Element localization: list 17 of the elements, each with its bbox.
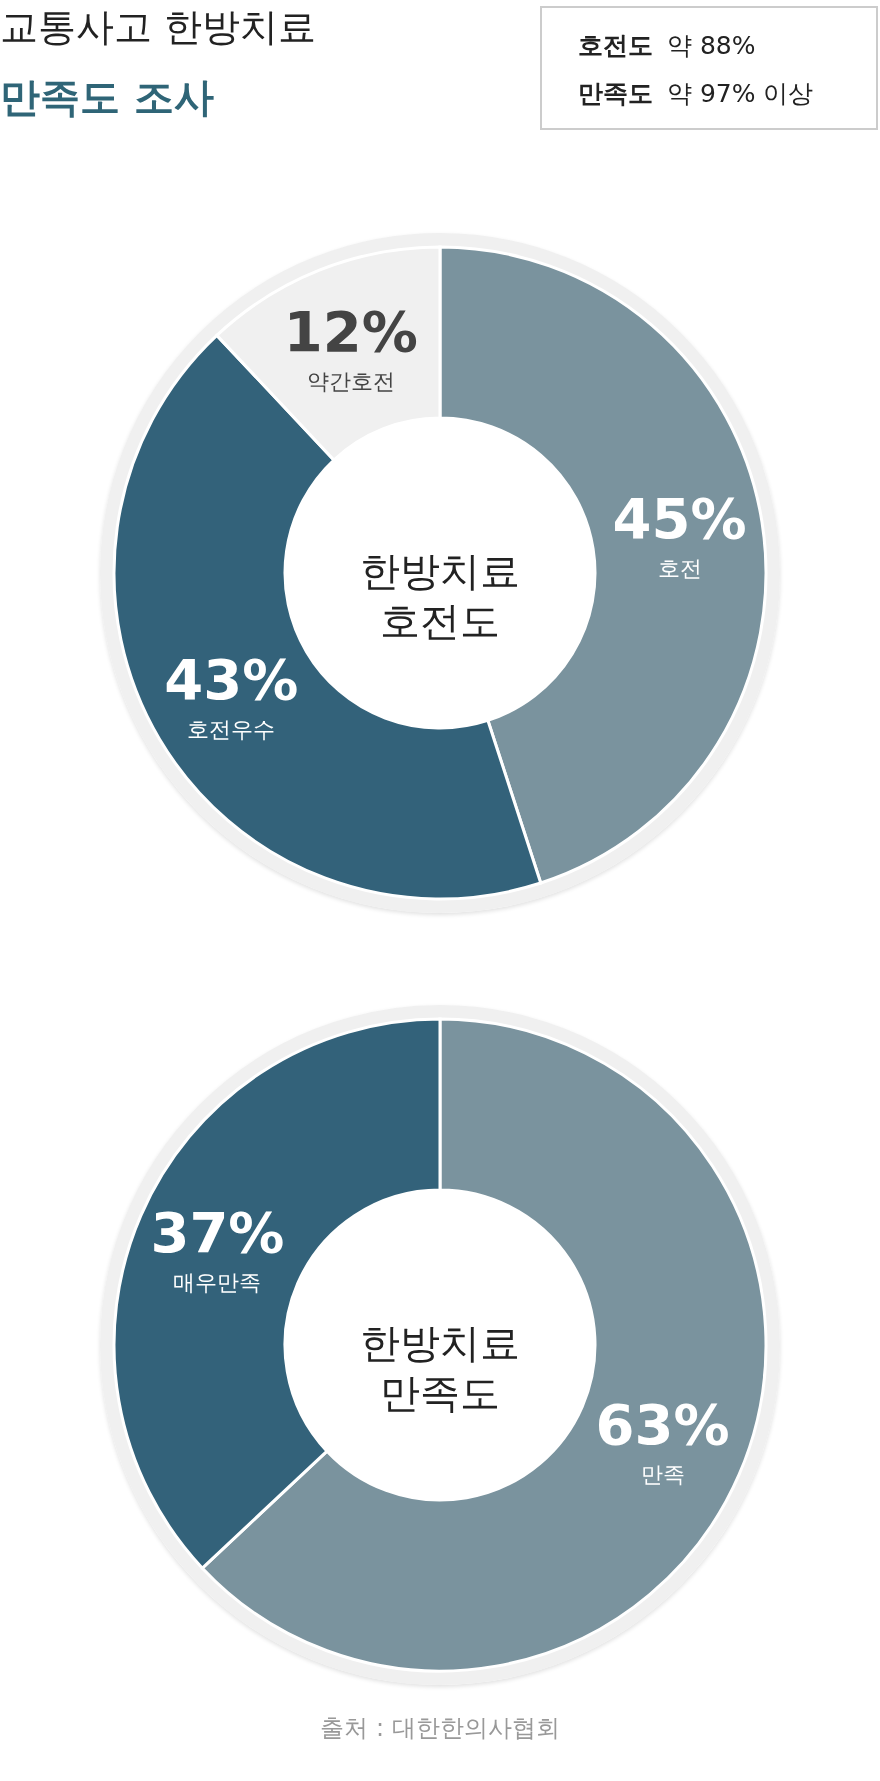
data-label: 12% [283,298,418,364]
slice-label: 호전우수 [187,717,276,743]
slice-label: 호전 [657,556,702,582]
text: 한방치료 호전도 [360,548,520,644]
chart-subtitle: 만족도 조사 [0,73,214,122]
slice-label: 약간호전 [306,368,395,394]
data-label: 45% [612,486,747,552]
data-label: 37% [150,1199,285,1265]
text: 호전도 약 88% [578,30,757,62]
source-note: 출처 : 대한한의사협회 [319,1713,561,1744]
data-label: 43% [164,647,299,713]
text: 한방치료 만족도 [360,1320,520,1416]
slice-label: 만족 [640,1462,685,1488]
slice-label: 매우만족 [173,1269,262,1295]
chart-title: 교통사고 한방치료 [0,4,317,51]
text: 만족도 약 97% 이상 [578,78,815,110]
data-label: 63% [595,1392,730,1458]
